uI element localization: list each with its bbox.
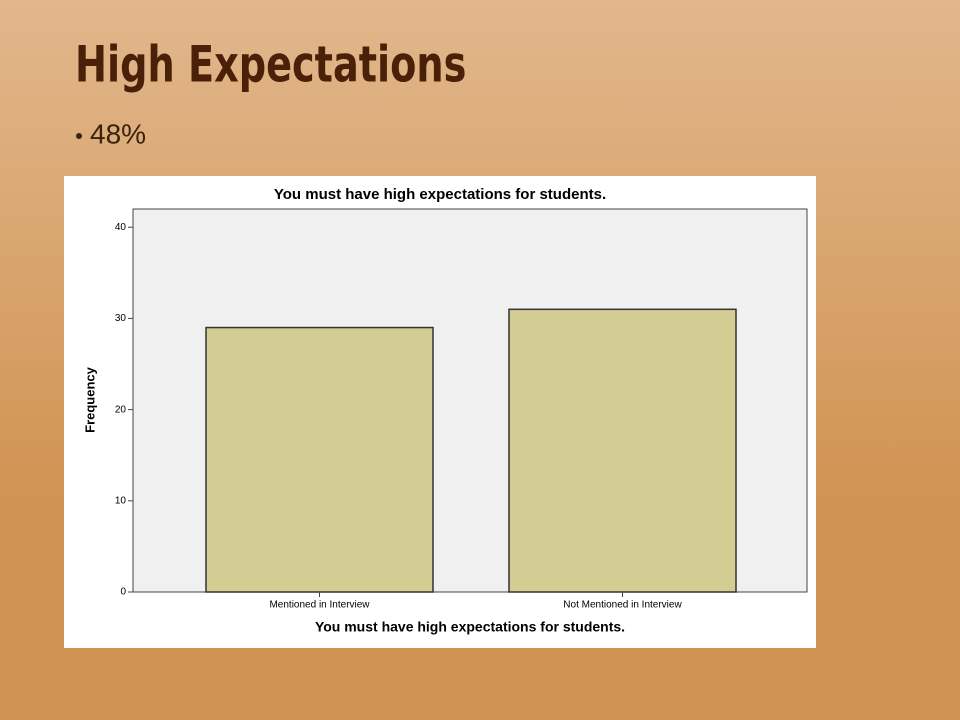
- y-tick-label: 30: [115, 313, 127, 324]
- bullet-dot: [76, 133, 82, 139]
- bar: [205, 326, 434, 593]
- y-tick-label: 40: [115, 222, 127, 233]
- x-tick-label: Not Mentioned in Interview: [563, 600, 682, 611]
- x-axis-title: You must have high expectations for stud…: [315, 619, 625, 635]
- chart-title: You must have high expectations for stud…: [274, 186, 606, 203]
- bullet-text: 48%: [90, 118, 146, 149]
- y-tick-label: 10: [115, 495, 127, 506]
- y-tick-label: 0: [120, 587, 126, 598]
- bar: [508, 308, 737, 593]
- y-tick-label: 20: [115, 404, 127, 415]
- y-axis-title: Frequency: [82, 366, 97, 433]
- slide-title: High Expectations: [75, 35, 466, 93]
- x-tick-label: Mentioned in Interview: [269, 600, 370, 611]
